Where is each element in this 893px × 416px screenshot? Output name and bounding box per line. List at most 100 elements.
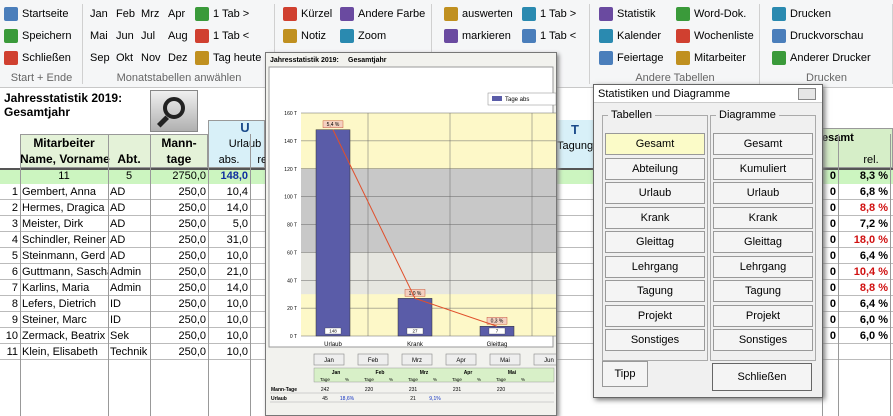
mandays-header: tage xyxy=(166,152,192,166)
ribbon-button[interactable]: Wochenliste xyxy=(694,30,754,42)
ribbon-button[interactable]: Drucken xyxy=(790,8,831,20)
dialog-button[interactable]: Krank xyxy=(713,206,813,229)
row-total: 0 xyxy=(829,202,836,214)
dialog-button[interactable]: Gesamt xyxy=(713,133,813,155)
dialog-button[interactable]: Kumuliert xyxy=(713,157,813,180)
month-button[interactable]: Sep xyxy=(90,52,110,64)
ribbon-icon xyxy=(772,7,786,21)
dialog-button[interactable]: Projekt xyxy=(713,304,813,327)
group-label: Andere Tabellen xyxy=(635,72,715,84)
month-button[interactable]: Dez xyxy=(168,52,188,64)
ribbon-button[interactable]: Kalender xyxy=(617,30,662,42)
dialog-button[interactable]: Tagung xyxy=(605,280,705,302)
employee-name: Schindler, Reiner xyxy=(22,234,106,246)
ribbon-button[interactable]: 1 Tab < xyxy=(540,30,577,42)
ribbon-button[interactable]: Zoom xyxy=(358,30,387,42)
month-tab-button[interactable] xyxy=(313,353,345,366)
month-button[interactable]: Apr xyxy=(168,8,186,20)
mandays: 250,0 xyxy=(178,202,206,214)
ribbon-button[interactable]: Word-Dok. xyxy=(694,8,747,20)
total-count: 11 xyxy=(58,170,70,182)
month-button[interactable]: Nov xyxy=(141,52,161,64)
month-tab-button[interactable] xyxy=(445,353,477,366)
month-tab-button[interactable] xyxy=(401,353,433,366)
dialog-button[interactable]: Tagung xyxy=(713,280,813,302)
value-label: 7 xyxy=(496,329,499,334)
ribbon-button[interactable]: Kürzel xyxy=(301,8,333,20)
month-tab-button[interactable] xyxy=(357,353,389,366)
tip-button[interactable]: Tipp xyxy=(602,361,648,387)
ribbon-button[interactable]: Startseite xyxy=(22,8,69,20)
month-button[interactable]: Feb xyxy=(116,8,135,20)
zoom-icon[interactable] xyxy=(150,90,198,132)
ribbon-button[interactable]: Notiz xyxy=(301,30,327,42)
percent-label: 0,3 % xyxy=(491,319,504,325)
dialog-button[interactable]: Abteilung xyxy=(605,157,705,180)
ribbon-button[interactable]: Andere Farbe xyxy=(358,8,426,20)
dialog-button[interactable]: Lehrgang xyxy=(713,255,813,278)
dialog-button[interactable]: Gleittag xyxy=(713,231,813,253)
ribbon-button[interactable]: markieren xyxy=(462,30,511,42)
dialog-button[interactable]: Sonstiges xyxy=(605,329,705,351)
employee-name: Steinmann, Gerd xyxy=(22,250,106,262)
mini-month: Apr xyxy=(464,370,473,376)
bar xyxy=(315,129,351,337)
row-number: 5 xyxy=(11,250,18,262)
dialog-button[interactable]: Gesamt xyxy=(605,133,705,155)
employee-name: Klein, Elisabeth xyxy=(22,346,98,358)
ribbon-button[interactable]: Statistik xyxy=(617,8,656,20)
mid-name-header: Tagung xyxy=(557,140,594,152)
total-right: 0 xyxy=(829,170,836,182)
month-button[interactable]: Jun xyxy=(116,30,134,42)
ribbon-button[interactable]: Tag heute xyxy=(213,52,262,64)
ribbon-button[interactable]: 1 Tab > xyxy=(213,8,250,20)
ribbon-button[interactable]: 1 Tab > xyxy=(540,8,577,20)
month-button[interactable]: Jan xyxy=(90,8,108,20)
ribbon-button[interactable]: Speichern xyxy=(22,30,72,42)
month-button[interactable]: Mai xyxy=(90,30,108,42)
ribbon-button[interactable]: auswerten xyxy=(462,8,513,20)
chart: Jahresstatistik 2019: Gesamtjahr 0 T 20 T 40… xyxy=(268,57,615,403)
dialog-button[interactable]: Lehrgang xyxy=(605,255,705,278)
month-button[interactable]: Aug xyxy=(168,30,188,42)
ribbon-button[interactable]: 1 Tab < xyxy=(213,30,250,42)
close-button[interactable]: Schließen xyxy=(712,363,812,391)
mini-sub: Tage xyxy=(364,377,374,382)
dialog-button[interactable]: Krank xyxy=(605,206,705,229)
ribbon-icon xyxy=(195,51,209,65)
row-rel: 8,8 % xyxy=(859,282,888,294)
employees-header: Mitarbeiter xyxy=(33,136,95,150)
row-total: 0 xyxy=(829,330,836,342)
dialog-button[interactable]: Urlaub xyxy=(713,182,813,204)
x-tick-label: Gleittag xyxy=(487,342,508,348)
department: AD xyxy=(110,202,126,214)
dialog-button[interactable]: Projekt xyxy=(605,304,705,327)
ribbon-button[interactable]: Anderer Drucker xyxy=(790,52,871,64)
employee-name: Steiner, Marc xyxy=(22,314,87,326)
mandays: 250,0 xyxy=(178,218,206,230)
mini-sub: % xyxy=(345,377,349,382)
month-tab-label: Jan xyxy=(324,358,334,364)
ribbon-button[interactable]: Feiertage xyxy=(617,52,664,64)
month-button[interactable]: Mrz xyxy=(141,8,160,20)
close-x[interactable] xyxy=(798,88,816,100)
dialog-button[interactable]: Urlaub xyxy=(605,182,705,204)
ribbon-button[interactable]: Schließen xyxy=(22,52,71,64)
month-button[interactable]: Okt xyxy=(116,52,134,64)
percent-label-bg xyxy=(404,289,426,297)
header-bg xyxy=(557,120,593,168)
mini-month: Mrz xyxy=(420,370,429,376)
dialog-button[interactable]: Gleittag xyxy=(605,231,705,253)
sheet-subtitle: Gesamtjahr xyxy=(4,105,71,119)
month-tab-button[interactable] xyxy=(489,353,521,366)
department: ID xyxy=(110,298,121,310)
ribbon-button[interactable]: Mitarbeiter xyxy=(694,52,746,64)
month-button[interactable]: Jul xyxy=(141,30,156,42)
row-rel: 6,0 % xyxy=(859,330,888,342)
dialog-button[interactable]: Sonstiges xyxy=(713,329,813,351)
row-number: 10 xyxy=(5,330,18,342)
percent-label-bg xyxy=(486,317,508,325)
ribbon-icon xyxy=(283,29,297,43)
ribbon-icon xyxy=(444,29,458,43)
ribbon-button[interactable]: Druckvorschau xyxy=(790,30,864,42)
